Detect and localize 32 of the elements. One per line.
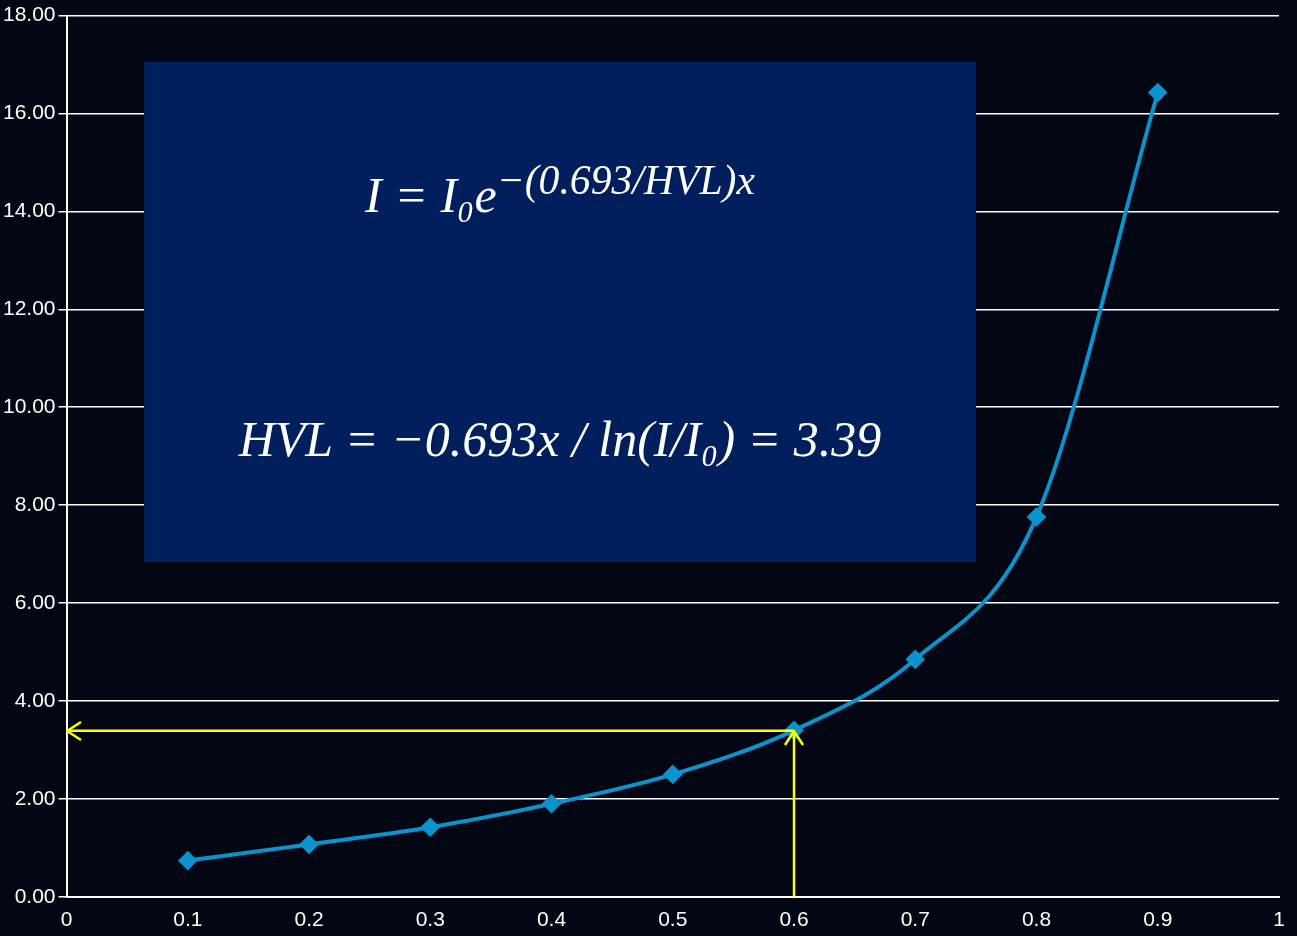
x-tick-label: 0.3 bbox=[415, 907, 445, 931]
y-tick-label: 2.00 bbox=[14, 785, 56, 809]
equation-box: I = I₀e$^{−(0.693/HVL)x}$ HVL = −0.693x / ln(I/I₀) = 3.39 bbox=[144, 62, 976, 562]
point bbox=[178, 851, 197, 870]
point bbox=[421, 818, 440, 837]
point bbox=[906, 650, 925, 669]
annotation: HVL = −0.693x / ln(I/I₀) = 3.39 bbox=[238, 410, 882, 469]
x-tick-label: 0.2 bbox=[294, 907, 324, 931]
x-tick-label: 0 bbox=[60, 907, 73, 931]
annotation: I = I₀e$^{−(0.693/HVL)x}$ bbox=[365, 155, 755, 224]
y-tick-label: 16.00 bbox=[2, 100, 56, 124]
y-tick-label: 0.00 bbox=[14, 883, 56, 907]
point bbox=[300, 835, 319, 854]
y-tick-label: 10.00 bbox=[2, 394, 56, 418]
y-tick-label: 14.00 bbox=[2, 198, 56, 222]
x-tick-label: 0.9 bbox=[1143, 907, 1173, 931]
point bbox=[542, 794, 561, 813]
y-tick-label: 4.00 bbox=[14, 687, 56, 711]
y-tick-label: 8.00 bbox=[14, 491, 56, 515]
x-tick-label: 0.1 bbox=[173, 907, 203, 931]
x-tick-label: 0.4 bbox=[536, 907, 567, 931]
x-tick-label: 0.8 bbox=[1021, 907, 1052, 931]
x-tick-label: 0.5 bbox=[658, 907, 688, 931]
point bbox=[663, 765, 682, 784]
x-tick-label: 1 bbox=[1273, 907, 1285, 931]
y-tick-label: 6.00 bbox=[14, 589, 56, 613]
y-tick-label: 18.00 bbox=[2, 2, 56, 26]
x-tick-label: 0.6 bbox=[779, 907, 809, 931]
point bbox=[1148, 83, 1167, 102]
x-tick-label: 0.7 bbox=[900, 907, 930, 931]
y-tick-label: 12.00 bbox=[2, 296, 56, 320]
point bbox=[1027, 507, 1046, 526]
